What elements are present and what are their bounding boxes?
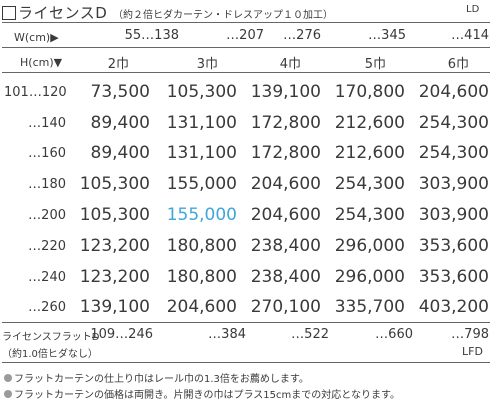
price-cell: 180,800 [166,267,237,287]
height-range: …140 [28,116,66,131]
height-range: …200 [28,208,66,223]
price-cell: 254,300 [418,113,489,133]
price-cell: 89,400 [90,143,150,163]
price-cell: 131,100 [166,143,237,163]
divider [2,362,490,363]
height-range: …220 [28,239,66,254]
width-range: 55…138 [124,28,179,43]
panel-size: 5巾 [364,57,386,72]
price-cell: 172,800 [250,113,321,133]
flat-product-code: LFD [462,345,483,358]
divider [2,322,490,323]
price-cell: 238,400 [250,236,321,256]
note-item: フラットカーテンの価格は両開き。片開きの巾はプラス15cmまでの対応となります。 [4,386,400,401]
panel-size: 6巾 [447,57,469,72]
price-cell: 238,400 [250,267,321,287]
width-range: …345 [368,28,406,43]
price-cell: 335,700 [334,297,405,317]
price-cell: 212,600 [334,113,405,133]
height-range: …260 [28,300,66,315]
price-cell: 254,300 [418,143,489,163]
divider [2,47,490,48]
price-cell: 105,300 [79,174,150,194]
width-range: …414 [451,28,489,43]
price-cell: 303,900 [418,205,489,225]
panel-size: 3巾 [196,57,218,72]
height-range: …160 [28,146,66,161]
flat-width-range: …660 [375,327,413,342]
bullet-icon [4,390,12,398]
price-cell: 131,100 [166,113,237,133]
price-cell: 296,000 [334,236,405,256]
panel-size: 2巾 [107,57,129,72]
width-range: …207 [226,28,264,43]
price-cell: 105,300 [79,205,150,225]
price-cell: 105,300 [166,82,237,102]
price-cell: 204,600 [250,174,321,194]
price-cell: 303,900 [418,174,489,194]
price-cell: 155,000 [166,174,237,194]
price-cell: 139,100 [79,297,150,317]
price-cell: 139,100 [250,82,321,102]
price-cell: 73,500 [90,82,150,102]
price-cell: 270,100 [250,297,321,317]
price-cell: 89,400 [90,113,150,133]
price-cell-highlighted: 155,000 [166,205,237,225]
price-cell: 180,800 [166,236,237,256]
price-cell: 254,300 [334,174,405,194]
price-cell: 254,300 [334,205,405,225]
flat-width-range: 109…246 [90,327,153,342]
height-range: 101…120 [4,85,67,100]
flat-product-subtitle: （約1.0倍ヒダなし） [2,349,98,360]
title-checkbox-icon [2,6,16,20]
panel-size: 4巾 [279,57,301,72]
product-title: ライセンスD [18,4,108,22]
product-subtitle: （約２倍ヒダカーテン・ドレスアップ１０加工） [113,10,333,21]
price-cell: 403,200 [418,297,489,317]
price-cell: 353,600 [418,236,489,256]
note-item: フラットカーテンの仕上り巾はレール巾の1.3倍をお薦めします。 [4,370,309,385]
price-cell: 212,600 [334,143,405,163]
price-cell: 296,000 [334,267,405,287]
note-text: フラットカーテンの価格は両開き。片開きの巾はプラス15cmまでの対応となります。 [14,390,400,401]
bullet-icon [4,374,12,382]
flat-width-range: …798 [451,327,489,342]
height-range: …180 [28,177,66,192]
price-cell: 353,600 [418,267,489,287]
product-code: LD [466,4,480,15]
divider [2,22,490,23]
height-label: H(cm)▼ [20,56,63,69]
height-range: …240 [28,270,66,285]
divider [2,72,490,73]
price-cell: 172,800 [250,143,321,163]
price-cell: 204,600 [166,297,237,317]
flat-width-range: …522 [291,327,329,342]
flat-width-range: …384 [208,327,246,342]
price-cell: 123,200 [79,267,150,287]
width-range: …276 [283,28,321,43]
price-cell: 123,200 [79,236,150,256]
note-text: フラットカーテンの仕上り巾はレール巾の1.3倍をお薦めします。 [14,374,309,385]
price-cell: 170,800 [334,82,405,102]
flat-product-title: ライセンスフラットD [2,332,100,343]
width-label: W(cm)▶ [14,31,59,44]
price-cell: 204,600 [250,205,321,225]
price-cell: 204,600 [418,82,489,102]
